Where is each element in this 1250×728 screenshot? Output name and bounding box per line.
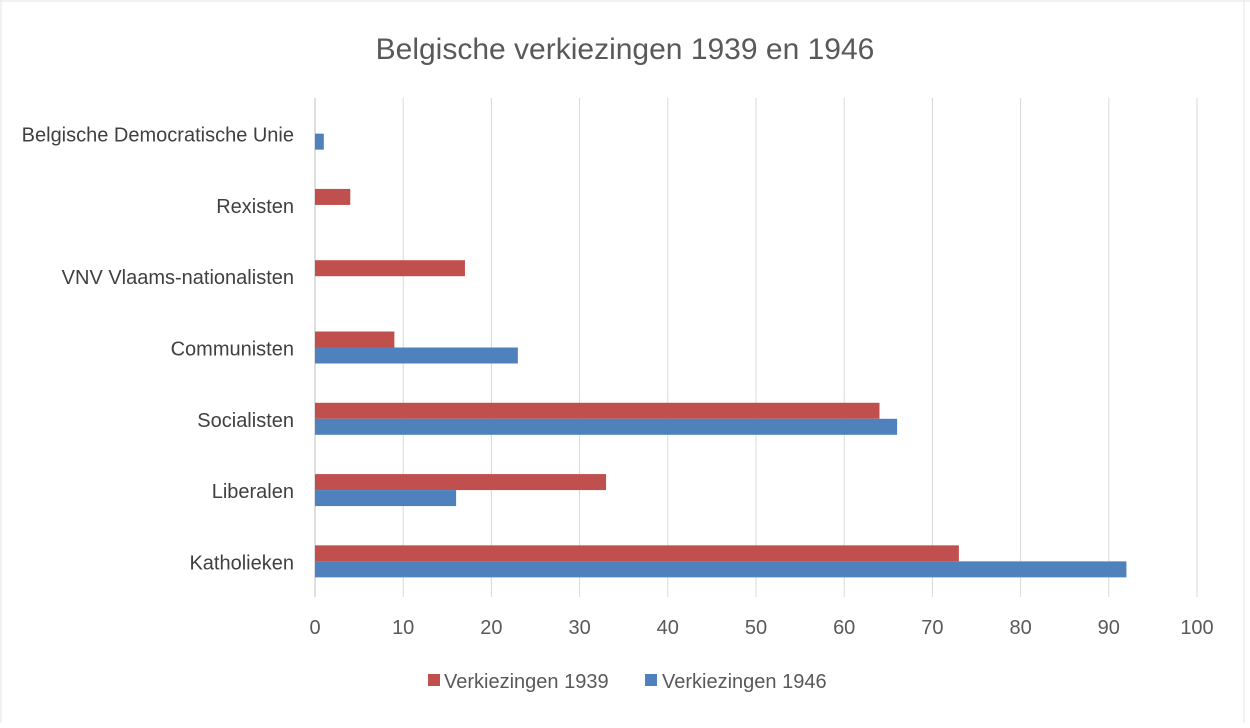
x-tick-label: 90: [1098, 617, 1120, 639]
x-tick-label: 70: [921, 617, 943, 639]
x-tick-label: 10: [392, 617, 414, 639]
bars: [315, 133, 1127, 578]
bar-1939-rexisten: [315, 188, 351, 205]
bar-1939-communisten: [315, 331, 395, 348]
bar-1946-socialisten: [315, 418, 898, 435]
bar-1946-katholieken: [315, 561, 1127, 578]
x-tick-label: 20: [480, 617, 502, 639]
x-tick-label: 0: [309, 617, 320, 639]
category-label: Liberalen: [212, 481, 294, 503]
bar-1939-socialisten: [315, 402, 880, 419]
category-label: VNV Vlaams-nationalisten: [62, 267, 294, 289]
x-tick-label: 50: [745, 617, 767, 639]
category-label: Katholieken: [189, 552, 294, 574]
bar-1946-communisten: [315, 347, 518, 364]
x-tick-label: 30: [568, 617, 590, 639]
legend-label-1946: Verkiezingen 1946: [662, 671, 827, 693]
x-tick-labels: 0 10 20 30 40 50 60 70 80 90 100: [309, 617, 1213, 639]
bar-1939-liberalen: [315, 474, 607, 491]
bar-1946-belgische-democratische-unie: [315, 133, 324, 150]
legend-label-1939: Verkiezingen 1939: [444, 671, 609, 693]
bar-1939-vnv-vlaams-nationalisten: [315, 260, 465, 277]
x-tick-label: 40: [657, 617, 679, 639]
category-labels: Katholieken Liberalen Socialisten Communist…: [22, 125, 294, 575]
category-label: Communisten: [171, 339, 294, 361]
legend-swatch-1946: [645, 674, 657, 686]
legend: Verkiezingen 1939 Verkiezingen 1946: [428, 671, 827, 693]
x-tick-label: 60: [833, 617, 855, 639]
category-label: Rexisten: [216, 196, 294, 218]
chart-title: Belgische verkiezingen 1939 en 1946: [376, 33, 875, 66]
bar-1946-liberalen: [315, 490, 457, 507]
category-label: Belgische Democratische Unie: [22, 125, 294, 147]
bar-1939-katholieken: [315, 545, 959, 562]
category-label: Socialisten: [197, 410, 294, 432]
legend-swatch-1939: [428, 674, 440, 686]
x-tick-label: 80: [1009, 617, 1031, 639]
x-tick-label: 100: [1180, 617, 1213, 639]
